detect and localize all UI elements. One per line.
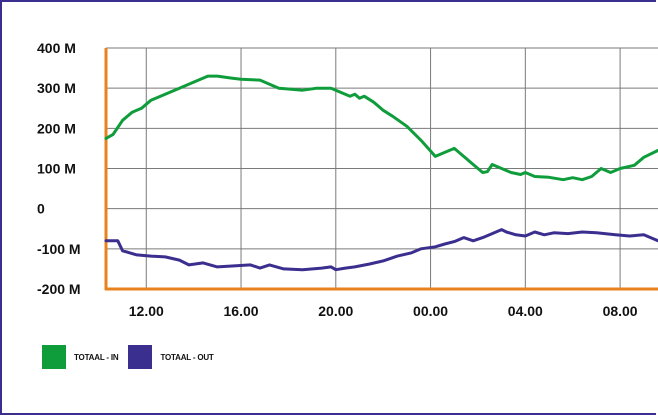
- legend-swatch-in: [42, 345, 66, 369]
- y-tick-label: 100 M: [37, 161, 76, 177]
- legend-label-in: TOTAAL - IN: [74, 353, 118, 362]
- legend: TOTAAL - IN TOTAAL - OUT: [42, 345, 224, 369]
- legend-swatch-out: [128, 345, 152, 369]
- x-tick-label: 08.00: [603, 303, 638, 319]
- x-tick-label: 12.00: [129, 303, 164, 319]
- y-tick-label: -100 M: [37, 241, 81, 257]
- x-tick-label: 20.00: [318, 303, 353, 319]
- series-line-out: [106, 230, 658, 270]
- legend-label-out: TOTAAL - OUT: [160, 353, 213, 362]
- y-tick-label: 200 M: [37, 120, 76, 136]
- y-tick-label: 0: [37, 201, 45, 217]
- x-tick-label: 16.00: [224, 303, 259, 319]
- legend-item-out[interactable]: TOTAAL - OUT: [128, 345, 213, 369]
- x-tick-label: 00.00: [413, 303, 448, 319]
- y-tick-label: 400 M: [37, 40, 76, 56]
- y-tick-label: 300 M: [37, 80, 76, 96]
- x-tick-label: 04.00: [508, 303, 543, 319]
- legend-item-in[interactable]: TOTAAL - IN: [42, 345, 118, 369]
- y-tick-label: -200 M: [37, 281, 81, 297]
